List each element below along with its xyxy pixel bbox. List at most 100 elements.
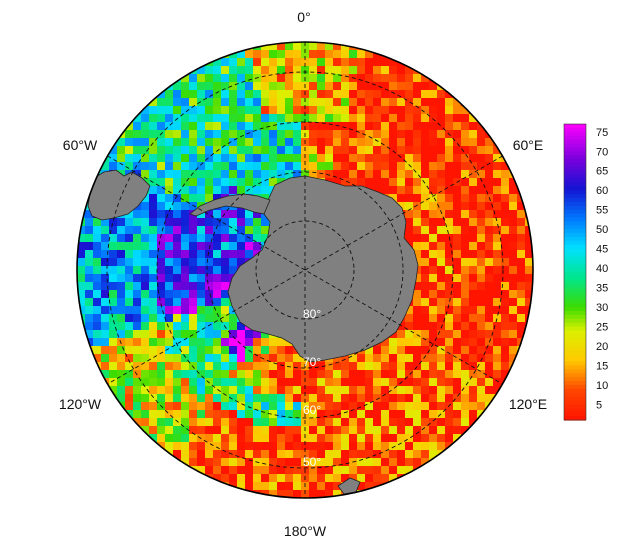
data-cell xyxy=(365,434,374,443)
data-cell xyxy=(413,346,422,355)
data-cell xyxy=(421,242,430,251)
data-cell xyxy=(237,410,246,419)
data-cell xyxy=(101,354,110,363)
data-cell xyxy=(389,178,398,187)
data-cell xyxy=(469,418,478,427)
data-cell xyxy=(213,210,222,219)
data-cell xyxy=(237,442,246,451)
data-cell xyxy=(445,210,454,219)
data-cell xyxy=(429,154,438,163)
data-cell xyxy=(381,106,390,115)
data-cell xyxy=(285,154,294,163)
data-cell xyxy=(293,98,302,107)
data-cell xyxy=(245,386,254,395)
data-cell xyxy=(501,250,510,259)
data-cell xyxy=(485,242,494,251)
data-cell xyxy=(381,162,390,171)
data-cell xyxy=(253,114,262,123)
data-cell xyxy=(253,426,262,435)
data-cell xyxy=(525,258,533,267)
data-cell xyxy=(421,458,430,467)
data-cell xyxy=(405,338,414,347)
data-cell xyxy=(277,466,286,475)
data-cell xyxy=(493,210,502,219)
data-cell xyxy=(293,122,302,131)
data-cell xyxy=(229,106,238,115)
colorbar-swatch xyxy=(564,404,586,409)
data-cell xyxy=(157,330,166,339)
colorbar-swatch xyxy=(564,353,586,359)
data-cell xyxy=(365,42,374,51)
data-cell xyxy=(229,82,238,91)
data-cell xyxy=(213,226,222,235)
data-cell xyxy=(205,218,214,227)
data-cell xyxy=(325,58,334,67)
data-cell xyxy=(453,234,462,243)
data-cell xyxy=(493,146,502,155)
data-cell xyxy=(173,426,182,435)
colorbar-swatch xyxy=(564,205,586,211)
data-cell xyxy=(181,434,190,443)
data-cell xyxy=(221,234,230,243)
data-cell xyxy=(317,82,326,91)
data-cell xyxy=(493,290,502,299)
data-cell xyxy=(493,370,502,379)
data-cell xyxy=(453,154,462,163)
data-cell xyxy=(477,210,486,219)
data-cell xyxy=(85,274,94,283)
data-cell xyxy=(365,394,374,403)
data-cell xyxy=(429,266,438,275)
data-cell xyxy=(237,186,246,195)
data-cell xyxy=(221,466,230,475)
data-cell xyxy=(413,106,422,115)
data-cell xyxy=(469,386,478,395)
data-cell xyxy=(245,370,254,379)
data-cell xyxy=(181,330,190,339)
data-cell xyxy=(293,154,302,163)
data-cell xyxy=(405,138,414,147)
colorbar-swatch xyxy=(564,190,586,195)
data-cell xyxy=(333,146,342,155)
data-cell xyxy=(405,106,414,115)
data-cell xyxy=(189,242,198,251)
new-zealand-fragment xyxy=(337,477,361,495)
data-cell xyxy=(405,66,414,75)
data-cell xyxy=(149,226,158,235)
data-cell xyxy=(413,202,422,211)
data-cell xyxy=(205,290,214,299)
colorbar-swatch xyxy=(564,272,586,277)
data-cell xyxy=(421,98,430,107)
data-cell xyxy=(381,410,390,419)
data-cell xyxy=(525,274,533,283)
data-cell xyxy=(253,178,262,187)
data-cell xyxy=(477,234,486,243)
data-cell xyxy=(405,82,414,91)
data-cell xyxy=(285,138,294,147)
data-cell xyxy=(269,418,278,427)
data-cell xyxy=(109,282,118,291)
data-cell xyxy=(181,178,190,187)
data-cell xyxy=(93,314,102,323)
data-cell xyxy=(205,370,214,379)
data-cell xyxy=(357,50,366,59)
data-cell xyxy=(117,274,126,283)
data-cell xyxy=(469,378,478,387)
data-cell xyxy=(173,314,182,323)
data-cell xyxy=(381,98,390,107)
data-cell xyxy=(405,394,414,403)
data-cell xyxy=(453,314,462,323)
data-cell xyxy=(237,362,246,371)
data-cell xyxy=(85,234,94,243)
colorbar-swatch xyxy=(564,408,586,413)
data-cell xyxy=(133,274,142,283)
data-cell xyxy=(365,418,374,427)
data-cell xyxy=(205,74,214,83)
data-cell xyxy=(325,450,334,459)
data-cell xyxy=(469,266,478,275)
data-cell xyxy=(141,194,150,203)
data-cell xyxy=(197,234,206,243)
data-cell xyxy=(461,338,470,347)
data-cell xyxy=(101,250,110,259)
data-cell xyxy=(157,298,166,307)
data-cell xyxy=(293,58,302,67)
